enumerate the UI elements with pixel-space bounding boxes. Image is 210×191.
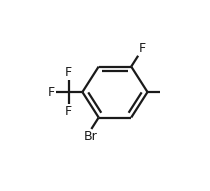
Text: Br: Br	[84, 130, 97, 143]
Text: F: F	[65, 66, 72, 79]
Text: F: F	[139, 42, 146, 55]
Text: F: F	[65, 105, 72, 118]
Text: F: F	[47, 86, 55, 99]
